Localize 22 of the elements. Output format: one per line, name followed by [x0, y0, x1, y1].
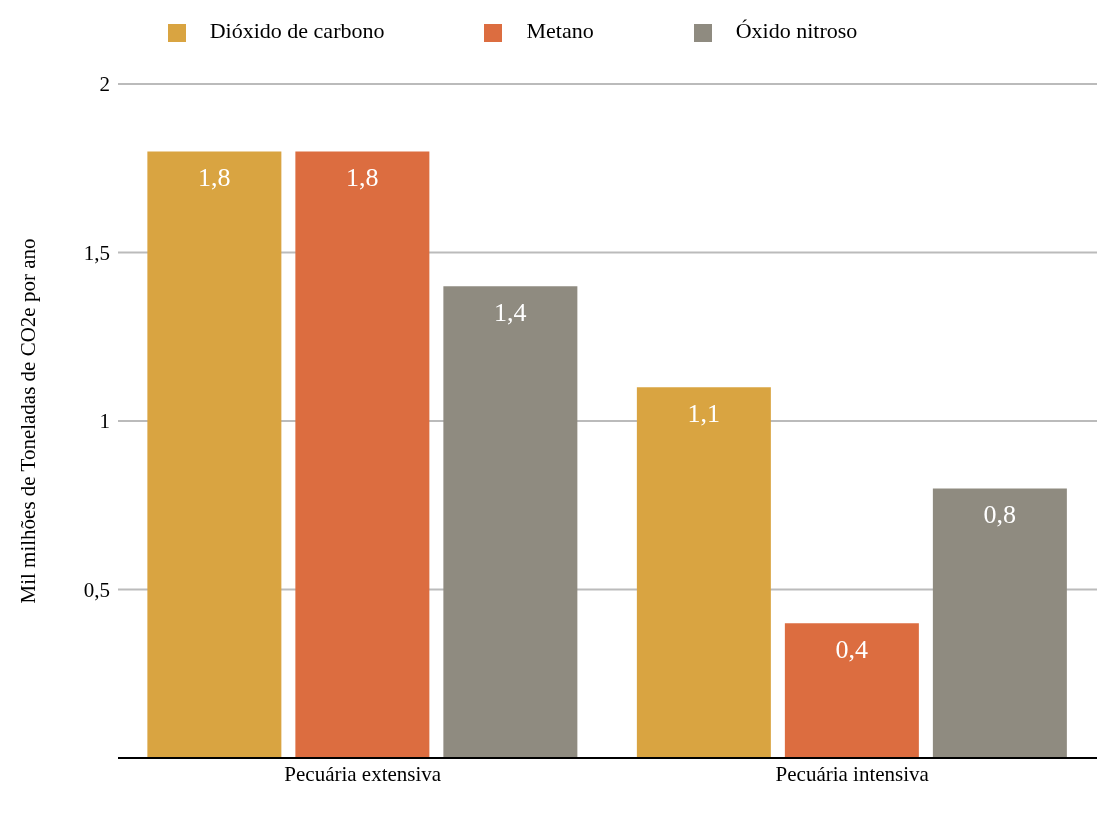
y-tick-label: 0,5	[83, 577, 110, 602]
data-label: 0,4	[835, 634, 869, 664]
y-axis-title: Mil milhões de Toneladas de CO2e por ano	[16, 238, 41, 604]
legend-label: Dióxido de carbono	[209, 18, 385, 43]
bar	[636, 387, 771, 758]
data-label: 1,8	[198, 162, 231, 192]
y-tick-label: 1	[99, 409, 110, 434]
data-label: 0,8	[983, 499, 1017, 529]
data-label: 1,1	[687, 398, 721, 428]
bar	[784, 623, 919, 758]
bar	[295, 151, 430, 758]
x-tick-label: Pecuária intensiva	[775, 761, 930, 786]
data-label: 1,4	[494, 297, 527, 327]
y-tick-label: 1,5	[83, 240, 110, 265]
bar	[147, 151, 282, 758]
legend-label: Metano	[526, 18, 594, 43]
data-label: 1,8	[346, 162, 379, 192]
x-tick-label: Pecuária extensiva	[284, 761, 442, 786]
legend-label: Óxido nitroso	[735, 18, 858, 43]
bar	[932, 488, 1067, 758]
bar	[443, 286, 578, 758]
y-tick-label: 2	[99, 72, 110, 97]
